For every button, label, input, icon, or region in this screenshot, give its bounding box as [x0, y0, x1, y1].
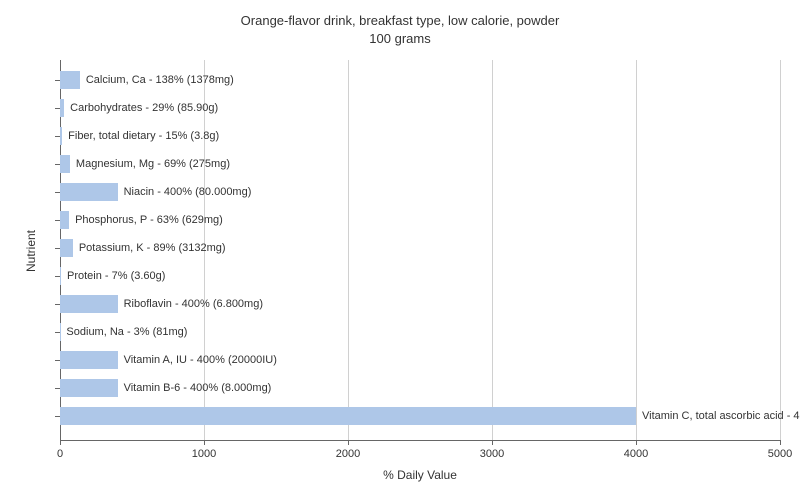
bar-row: Niacin - 400% (80.000mg)	[60, 183, 780, 201]
bar-row: Vitamin C, total ascorbic acid - 4000% (…	[60, 407, 780, 425]
y-tick	[55, 248, 60, 249]
y-tick	[55, 416, 60, 417]
bar-row: Vitamin B-6 - 400% (8.000mg)	[60, 379, 780, 397]
grid-line	[780, 60, 781, 440]
y-tick	[55, 360, 60, 361]
bar-label: Magnesium, Mg - 69% (275mg)	[76, 155, 230, 173]
bar-row: Magnesium, Mg - 69% (275mg)	[60, 155, 780, 173]
bar-row: Protein - 7% (3.60g)	[60, 267, 780, 285]
bar-label: Phosphorus, P - 63% (629mg)	[75, 211, 223, 229]
x-axis-line	[60, 440, 780, 441]
bar-label: Sodium, Na - 3% (81mg)	[66, 323, 187, 341]
bar-label: Carbohydrates - 29% (85.90g)	[70, 99, 218, 117]
bar	[60, 71, 80, 89]
bar	[60, 155, 70, 173]
bar-row: Potassium, K - 89% (3132mg)	[60, 239, 780, 257]
bar	[60, 379, 118, 397]
bar-label: Fiber, total dietary - 15% (3.8g)	[68, 127, 219, 145]
y-tick	[55, 276, 60, 277]
bar-row: Riboflavin - 400% (6.800mg)	[60, 295, 780, 313]
x-tick-label: 5000	[768, 448, 792, 460]
bar-row: Calcium, Ca - 138% (1378mg)	[60, 71, 780, 89]
bar-row: Vitamin A, IU - 400% (20000IU)	[60, 351, 780, 369]
bar-label: Potassium, K - 89% (3132mg)	[79, 239, 226, 257]
bar-label: Niacin - 400% (80.000mg)	[124, 183, 252, 201]
y-tick	[55, 80, 60, 81]
plot-area: 010002000300040005000Calcium, Ca - 138% …	[60, 60, 780, 440]
bar-row: Sodium, Na - 3% (81mg)	[60, 323, 780, 341]
x-tick-label: 4000	[624, 448, 648, 460]
bar-row: Phosphorus, P - 63% (629mg)	[60, 211, 780, 229]
chart-title-line2: 100 grams	[369, 31, 430, 46]
y-tick	[55, 220, 60, 221]
chart-title-line1: Orange-flavor drink, breakfast type, low…	[241, 13, 560, 28]
chart-title: Orange-flavor drink, breakfast type, low…	[0, 12, 800, 47]
nutrient-chart: Orange-flavor drink, breakfast type, low…	[0, 0, 800, 500]
bar-label: Protein - 7% (3.60g)	[67, 267, 165, 285]
bar	[60, 295, 118, 313]
bar-label: Vitamin C, total ascorbic acid - 4000% (…	[642, 407, 800, 425]
y-tick	[55, 332, 60, 333]
bar	[60, 407, 636, 425]
bar-label: Vitamin A, IU - 400% (20000IU)	[124, 351, 277, 369]
y-tick	[55, 164, 60, 165]
bar	[60, 211, 69, 229]
x-tick-label: 2000	[336, 448, 360, 460]
y-tick	[55, 304, 60, 305]
bar	[60, 267, 61, 285]
bar	[60, 183, 118, 201]
y-tick	[55, 108, 60, 109]
x-axis-title: % Daily Value	[60, 468, 780, 482]
x-tick	[780, 440, 781, 445]
bar	[60, 351, 118, 369]
x-tick-label: 1000	[192, 448, 216, 460]
bar	[60, 239, 73, 257]
y-tick	[55, 136, 60, 137]
y-axis-title: Nutrient	[24, 230, 38, 272]
bar	[60, 99, 64, 117]
bar-label: Vitamin B-6 - 400% (8.000mg)	[124, 379, 272, 397]
bar-row: Carbohydrates - 29% (85.90g)	[60, 99, 780, 117]
y-tick	[55, 192, 60, 193]
x-tick-label: 0	[57, 448, 63, 460]
x-tick-label: 3000	[480, 448, 504, 460]
bar	[60, 127, 62, 145]
bar-label: Calcium, Ca - 138% (1378mg)	[86, 71, 234, 89]
y-tick	[55, 388, 60, 389]
bar-row: Fiber, total dietary - 15% (3.8g)	[60, 127, 780, 145]
bar-label: Riboflavin - 400% (6.800mg)	[124, 295, 263, 313]
